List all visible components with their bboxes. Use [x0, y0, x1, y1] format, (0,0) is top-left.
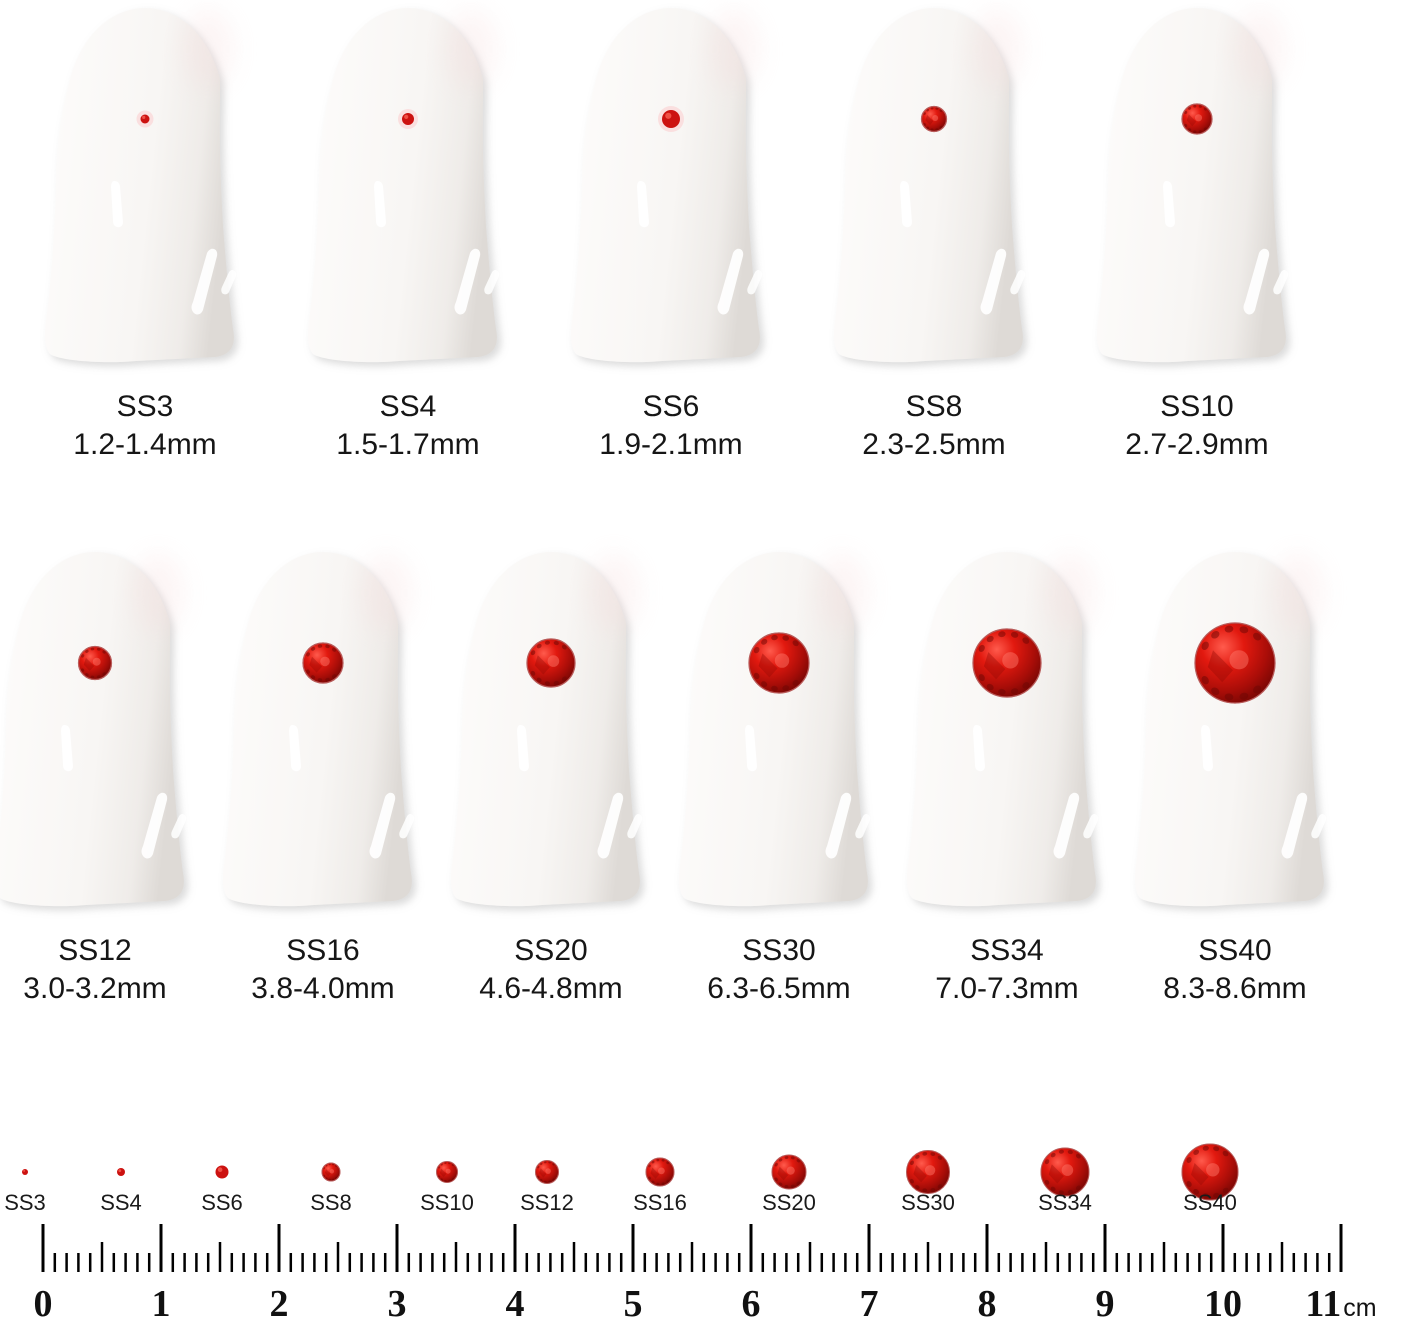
svg-text:4: 4 [506, 1283, 525, 1325]
svg-text:8: 8 [978, 1283, 997, 1325]
svg-text:6: 6 [742, 1283, 761, 1325]
svg-text:1: 1 [152, 1283, 171, 1325]
svg-text:5: 5 [624, 1283, 643, 1325]
svg-text:2: 2 [270, 1283, 289, 1325]
svg-text:0: 0 [34, 1283, 53, 1325]
svg-text:10: 10 [1204, 1283, 1242, 1325]
svg-text:11cm: 11cm [1305, 1283, 1376, 1325]
svg-text:9: 9 [1096, 1283, 1115, 1325]
svg-text:3: 3 [388, 1283, 407, 1325]
svg-text:7: 7 [860, 1283, 879, 1325]
